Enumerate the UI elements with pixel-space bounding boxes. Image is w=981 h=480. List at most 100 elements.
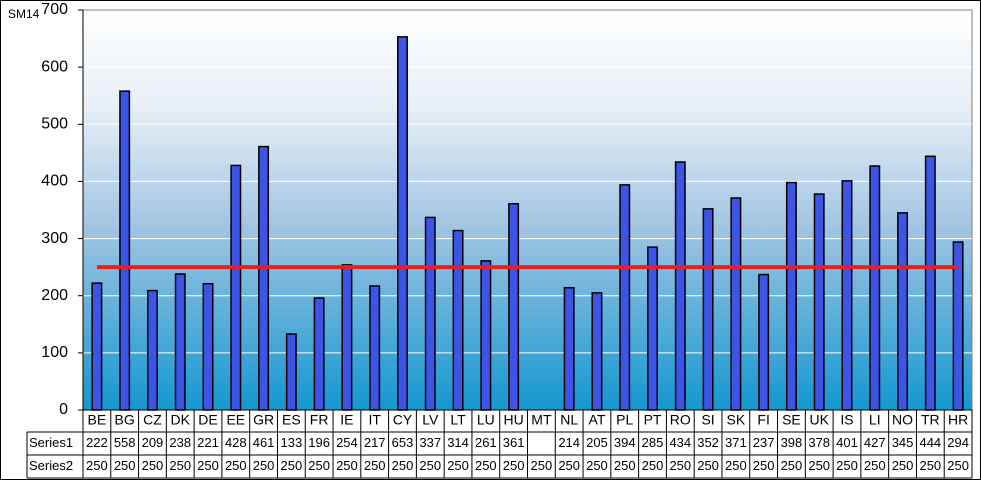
bar xyxy=(397,36,408,411)
bar xyxy=(674,161,686,411)
table-value: 250 xyxy=(669,458,691,473)
table-value: 653 xyxy=(392,435,414,450)
table-value: 250 xyxy=(947,458,969,473)
bar xyxy=(841,180,853,411)
bar xyxy=(174,273,186,411)
table-value: 394 xyxy=(614,435,636,450)
table-value: 250 xyxy=(836,458,858,473)
bar xyxy=(258,145,270,411)
x-tick-label: NL xyxy=(560,412,578,428)
bar xyxy=(647,246,658,411)
table-value: 250 xyxy=(86,458,108,473)
table-value: 250 xyxy=(336,458,358,473)
table-value: 250 xyxy=(642,458,664,473)
table-value: 214 xyxy=(558,435,580,450)
table-value: 285 xyxy=(642,435,664,450)
x-tick-label: AT xyxy=(589,412,606,428)
table-value: 237 xyxy=(753,435,775,450)
bar xyxy=(146,289,158,411)
table-value: 254 xyxy=(336,435,358,450)
table-value: 345 xyxy=(892,435,914,450)
table-value: 250 xyxy=(586,458,608,473)
chart-title: SM14 xyxy=(8,7,40,21)
table-value: 398 xyxy=(781,435,803,450)
table-value: 250 xyxy=(892,458,914,473)
x-tick-label: GR xyxy=(253,412,274,428)
table-value: 250 xyxy=(197,458,219,473)
bar xyxy=(869,165,881,411)
y-tick-label: 200 xyxy=(41,287,68,304)
y-tick-label: 500 xyxy=(41,116,68,133)
table-value: 250 xyxy=(308,458,330,473)
y-tick-label: 600 xyxy=(41,58,68,75)
y-tick-label: 700 xyxy=(41,1,68,18)
table-value: 238 xyxy=(169,435,191,450)
bar xyxy=(341,264,353,411)
x-tick-label: HR xyxy=(948,412,968,428)
x-tick-label: DE xyxy=(198,412,217,428)
table-value: 250 xyxy=(114,458,136,473)
table-value: 461 xyxy=(253,435,275,450)
x-tick-label: DK xyxy=(171,412,191,428)
x-tick-label: PL xyxy=(616,412,633,428)
bar xyxy=(563,286,575,411)
table-value: 558 xyxy=(114,435,136,450)
table-value: 401 xyxy=(836,435,858,450)
bar xyxy=(230,164,242,411)
table-value: 250 xyxy=(697,458,719,473)
x-tick-label: FI xyxy=(757,412,769,428)
table-value: 205 xyxy=(586,435,608,450)
table-row-header: Series2 xyxy=(29,458,73,473)
table-value: 294 xyxy=(947,435,969,450)
table-value: 250 xyxy=(781,458,803,473)
table-value: 371 xyxy=(725,435,747,450)
table-value: 250 xyxy=(225,458,247,473)
bar xyxy=(702,208,714,411)
bar xyxy=(897,212,909,411)
bar xyxy=(591,292,603,411)
table-value: 250 xyxy=(503,458,525,473)
x-tick-label: CY xyxy=(393,412,413,428)
bar xyxy=(424,216,436,411)
bar xyxy=(369,285,381,411)
x-tick-label: TR xyxy=(921,412,940,428)
table-value: 250 xyxy=(919,458,941,473)
x-tick-label: MT xyxy=(531,412,552,428)
bar xyxy=(119,90,131,411)
table-value: 337 xyxy=(419,435,441,450)
table-value: 428 xyxy=(225,435,247,450)
table-value: 250 xyxy=(281,458,303,473)
bar xyxy=(619,184,631,411)
table-value: 250 xyxy=(475,458,497,473)
x-tick-label: LI xyxy=(869,412,881,428)
bar xyxy=(508,202,520,411)
x-tick-label: CZ xyxy=(143,412,162,428)
bar xyxy=(952,241,964,411)
table-value: 434 xyxy=(669,435,691,450)
table-value: 196 xyxy=(308,435,330,450)
x-tick-label: SI xyxy=(701,412,714,428)
bar xyxy=(452,229,464,411)
x-tick-label: SK xyxy=(727,412,746,428)
bar xyxy=(785,181,797,411)
table-value: 133 xyxy=(281,435,303,450)
x-tick-label: FR xyxy=(310,412,329,428)
x-tick-label: EE xyxy=(226,412,245,428)
table-value: 361 xyxy=(503,435,525,450)
table-value: 444 xyxy=(919,435,941,450)
x-tick-label: LU xyxy=(477,412,495,428)
table-value: 250 xyxy=(447,458,469,473)
table-value: 250 xyxy=(531,458,553,473)
table-value: 250 xyxy=(392,458,414,473)
table-value: 250 xyxy=(253,458,275,473)
x-tick-label: HU xyxy=(503,412,523,428)
table-value: 217 xyxy=(364,435,386,450)
x-tick-label: RO xyxy=(670,412,691,428)
table-value: 250 xyxy=(614,458,636,473)
x-tick-label: NO xyxy=(892,412,913,428)
y-tick-label: 300 xyxy=(41,230,68,247)
bar xyxy=(924,155,936,411)
table-value: 261 xyxy=(475,435,497,450)
table-value: 222 xyxy=(86,435,108,450)
bar xyxy=(813,193,825,411)
